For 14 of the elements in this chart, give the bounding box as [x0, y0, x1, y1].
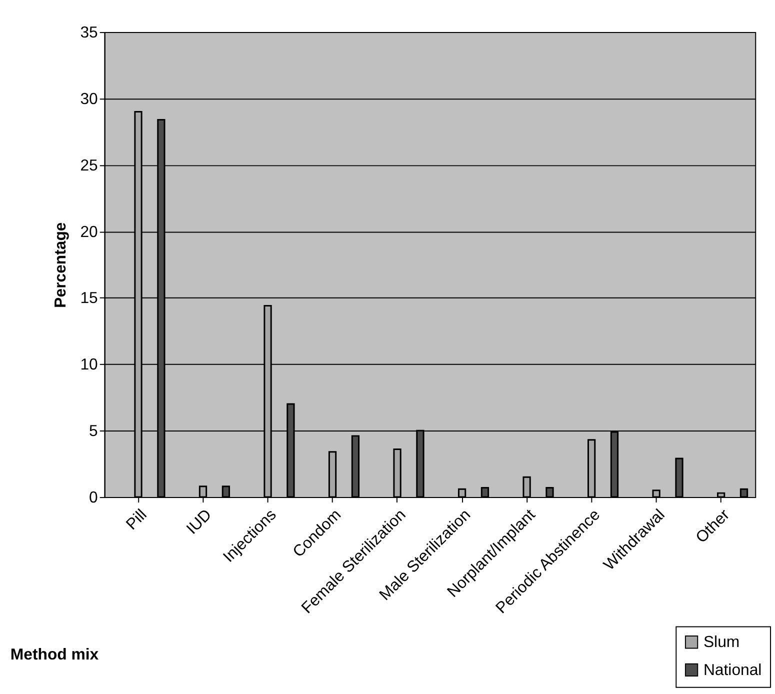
y-axis-title: Percentage: [52, 222, 70, 308]
y-tick-label: 5: [89, 423, 98, 440]
legend-label: National: [703, 662, 762, 679]
y-tick-label: 0: [89, 490, 98, 507]
x-tick-label: Pill: [123, 506, 150, 534]
y-tick-label: 35: [80, 24, 98, 42]
y-tick-label: 15: [80, 290, 98, 308]
y-tick-label: 20: [80, 224, 98, 241]
legend-label: Slum: [703, 634, 740, 652]
y-tick-label: 30: [80, 90, 98, 108]
x-tick-label: IUD: [184, 506, 216, 538]
y-tick-label: 25: [80, 157, 98, 174]
y-tick-label: 10: [80, 356, 98, 374]
x-axis-title: Method mix: [10, 646, 99, 664]
